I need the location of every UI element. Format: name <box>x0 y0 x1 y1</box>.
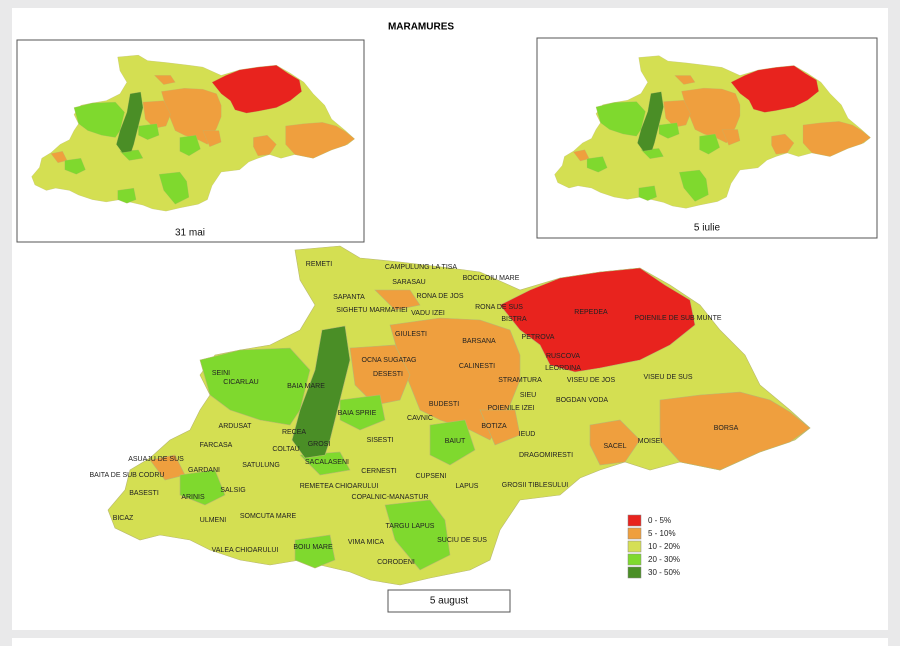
place-label: SEINI <box>212 370 230 377</box>
legend-swatch <box>627 553 642 566</box>
map-caption: 31 mai <box>175 228 205 239</box>
legend-swatch <box>627 514 642 527</box>
place-label: SUCIU DE SUS <box>437 537 487 544</box>
place-label: RECEA <box>282 429 306 436</box>
place-label: DRAGOMIRESTI <box>519 452 573 459</box>
place-label: REMETEA CHIOARULUI <box>300 483 379 490</box>
place-label: RUSCOVA <box>546 353 580 360</box>
place-label: REMETI <box>306 261 333 268</box>
place-label: GROSI <box>308 441 331 448</box>
place-label: BORSA <box>714 425 739 432</box>
place-label: GARDANI <box>188 467 220 474</box>
place-label: VISEU DE SUS <box>643 374 692 381</box>
place-label: ARINIS <box>181 494 205 501</box>
title: MARAMURES <box>388 22 454 33</box>
place-label: RONA DE JOS <box>416 293 463 300</box>
place-label: GIULESTI <box>395 331 427 338</box>
place-label: OCNA SUGATAG <box>362 357 417 364</box>
place-label: REPEDEA <box>574 309 608 316</box>
legend-label: 30 - 50% <box>648 568 680 577</box>
place-label: PETROVA <box>522 334 555 341</box>
place-label: CALINESTI <box>459 363 495 370</box>
place-label: POIENILE DE SUB MUNTE <box>634 315 721 322</box>
legend: 0 - 5% 5 - 10% 10 - 20% 20 - 30% 30 - 50% <box>627 514 680 579</box>
place-label: IEUD <box>519 431 536 438</box>
map-caption: 5 iulie <box>694 223 721 234</box>
place-label: LEORDINA <box>545 365 581 372</box>
place-label: VADU IZEI <box>411 310 445 317</box>
place-label: SACEL <box>604 443 627 450</box>
place-label: ARDUSAT <box>219 423 253 430</box>
place-label: SARASAU <box>392 279 425 286</box>
place-label: BICAZ <box>113 515 134 522</box>
place-label: COLTAU <box>272 446 299 453</box>
place-label: CERNESTI <box>361 468 396 475</box>
place-label: BAITA DE SUB CODRU <box>90 472 165 479</box>
place-labels: REMETI CAMPULUNG LA TISA SARASAU BOCICOIU M… <box>90 261 739 566</box>
place-label: SIEU <box>520 392 536 399</box>
legend-swatch <box>627 527 642 540</box>
place-label: VALEA CHIOARULUI <box>212 547 279 554</box>
place-label: SAPANTA <box>333 294 365 301</box>
place-label: DESESTI <box>373 371 403 378</box>
place-label: BOGDAN VODA <box>556 397 608 404</box>
place-label: BASESTI <box>129 490 159 497</box>
place-label: BAIUT <box>445 438 466 445</box>
place-label: GROSII TIBLESULUI <box>502 482 568 489</box>
place-label: VIMA MICA <box>348 539 385 546</box>
place-label: MOISEI <box>638 438 663 445</box>
place-label: SIGHETU MARMATIEI <box>336 307 407 314</box>
place-label: BAIA SPRIE <box>338 410 377 417</box>
place-label: ULMENI <box>200 517 227 524</box>
place-label: BARSANA <box>462 338 496 345</box>
place-label: BAIA MARE <box>287 383 325 390</box>
place-label: CAMPULUNG LA TISA <box>385 264 458 271</box>
place-label: VISEU DE JOS <box>567 377 616 384</box>
place-label: CUPSENI <box>415 473 446 480</box>
legend-label: 10 - 20% <box>648 542 680 551</box>
place-label: RONA DE SUS <box>475 304 523 311</box>
place-label: SOMCUTA MARE <box>240 513 297 520</box>
place-label: TARGU LAPUS <box>386 523 435 530</box>
map-caption: 5 august <box>430 596 469 607</box>
place-label: FARCASA <box>200 442 233 449</box>
place-label: CORODENI <box>377 559 415 566</box>
place-label: ASUAJU DE SUS <box>128 456 184 463</box>
place-label: COPALNIC-MANASTUR <box>352 494 429 501</box>
legend-swatch <box>627 566 642 579</box>
legend-swatch <box>627 540 642 553</box>
place-label: STRAMTURA <box>498 377 542 384</box>
place-label: SALSIG <box>220 487 245 494</box>
place-label: SACALASENI <box>305 459 349 466</box>
legend-label: 5 - 10% <box>648 529 676 538</box>
place-label: CICARLAU <box>223 379 258 386</box>
place-label: SATULUNG <box>242 462 280 469</box>
place-label: BOCICOIU MARE <box>463 275 520 282</box>
legend-label: 0 - 5% <box>648 516 671 525</box>
place-label: BUDESTI <box>429 401 459 408</box>
place-label: BOIU MARE <box>293 544 333 551</box>
place-label: CAVNIC <box>407 415 433 422</box>
place-label: POIENILE IZEI <box>487 405 534 412</box>
place-label: SISESTI <box>367 437 394 444</box>
next-panel <box>12 638 888 646</box>
place-label: BOTIZA <box>481 423 507 430</box>
legend-label: 20 - 30% <box>648 555 680 564</box>
place-label: BISTRA <box>501 316 527 323</box>
caption-box <box>387 589 511 613</box>
place-label: LAPUS <box>456 483 479 490</box>
